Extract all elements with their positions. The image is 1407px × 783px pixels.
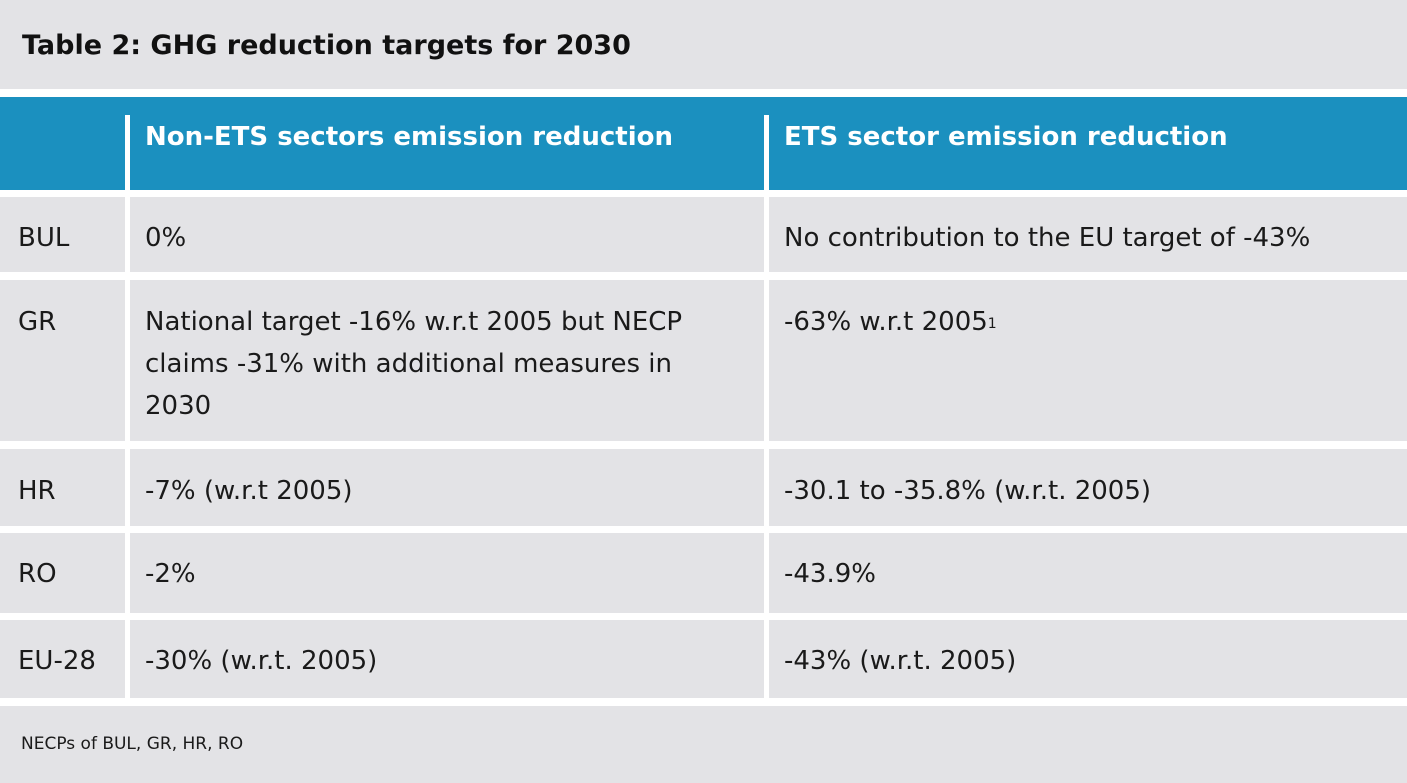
row-non-ets: -7% (w.r.t 2005)	[145, 476, 353, 506]
row-country: EU-28	[18, 646, 96, 676]
row-country: GR	[18, 307, 57, 337]
table-cell	[0, 197, 125, 272]
table-footer	[0, 706, 1407, 783]
table-title: Table 2: GHG reduction targets for 2030	[22, 30, 631, 61]
table-cell	[769, 280, 1407, 441]
row-country: RO	[18, 559, 57, 589]
table-cell	[0, 620, 125, 698]
row-ets: -43% (w.r.t. 2005)	[784, 646, 1017, 676]
table-cell	[0, 280, 125, 441]
header-non-ets: Non-ETS sectors emission reduction	[145, 122, 673, 152]
table-header-row	[0, 97, 1407, 190]
row-non-ets: -2%	[145, 559, 196, 589]
row-non-ets: 0%	[145, 223, 187, 253]
table-cell	[0, 533, 125, 613]
table-cell	[769, 197, 1407, 272]
row-non-ets: -30% (w.r.t. 2005)	[145, 646, 378, 676]
row-ets: -30.1 to -35.8% (w.r.t. 2005)	[784, 476, 1152, 506]
table-cell	[130, 449, 764, 526]
table-cell	[130, 533, 764, 613]
table-cell	[769, 533, 1407, 613]
table-cell	[130, 620, 764, 698]
row-ets: -63% w.r.t 20051	[784, 301, 997, 343]
table-cell	[130, 197, 764, 272]
footnote-marker: 1	[987, 316, 997, 332]
row-ets: No contribution to the EU target of -43%	[784, 223, 1311, 253]
source-note: NECPs of BUL, GR, HR, RO	[21, 734, 244, 754]
table-cell	[130, 280, 764, 441]
row-country: BUL	[18, 223, 70, 253]
table-cell	[0, 449, 125, 526]
title-bar	[0, 0, 1407, 89]
table-cell	[769, 620, 1407, 698]
row-ets: -43.9%	[784, 559, 876, 589]
header-ets: ETS sector emission reduction	[784, 122, 1228, 152]
row-non-ets: National target -16% w.r.t 2005 but NECP…	[145, 307, 683, 421]
row-country: HR	[18, 476, 56, 506]
header-divider	[125, 115, 130, 190]
header-divider	[764, 115, 769, 190]
row-ets-text: -63% w.r.t 2005	[784, 307, 988, 337]
table-cell	[769, 449, 1407, 526]
